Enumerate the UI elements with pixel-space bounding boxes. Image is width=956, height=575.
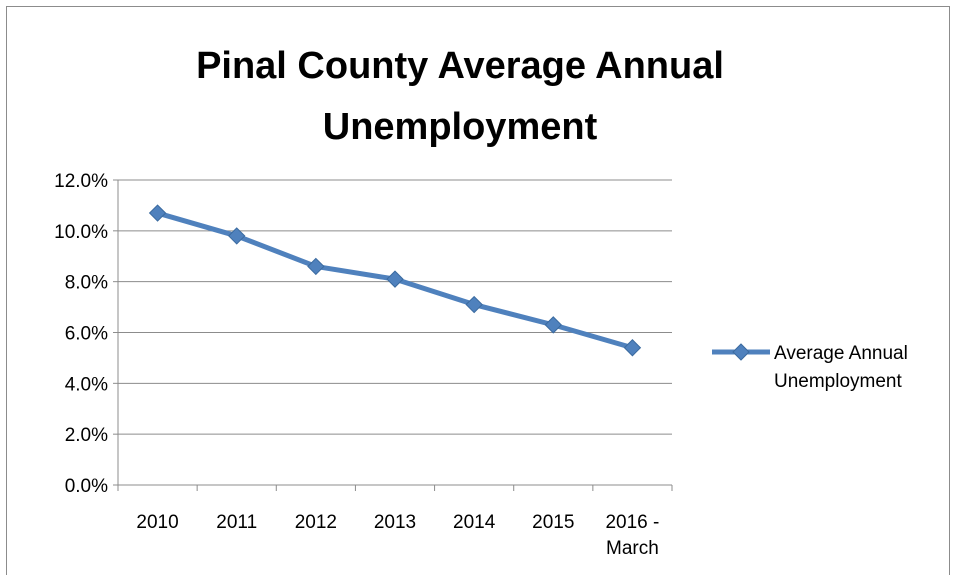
- y-tick-label: 12.0%: [54, 171, 108, 192]
- y-tick-label: 8.0%: [65, 273, 108, 294]
- data-point-marker: [465, 295, 483, 314]
- legend-label: Average Annual Unemployment: [774, 343, 908, 392]
- chart-title-line-2: Unemployment: [322, 106, 598, 148]
- x-tick-label: 2012: [295, 512, 337, 533]
- y-tick-label: 10.0%: [54, 222, 108, 243]
- data-point-marker: [148, 204, 167, 222]
- y-tick-label: 2.0%: [65, 425, 108, 446]
- x-tick-label: 2014: [453, 512, 496, 533]
- chart-frame: [6, 6, 950, 575]
- x-tick-label: 2010: [136, 512, 178, 533]
- data-point-marker: [307, 257, 325, 276]
- x-tick-label: 2013: [374, 512, 416, 533]
- x-tick-label: 2016 -March: [605, 512, 659, 559]
- chart-title-line-1: Pinal County Average Annual: [196, 45, 724, 87]
- legend-marker: [732, 343, 750, 361]
- data-point-marker: [386, 270, 404, 288]
- y-tick-label: 6.0%: [65, 324, 108, 345]
- data-point-marker: [623, 339, 642, 357]
- data-point-marker: [544, 316, 562, 334]
- x-tick-label: 2015: [532, 512, 574, 533]
- y-tick-label: 0.0%: [65, 476, 108, 497]
- y-tick-label: 4.0%: [65, 374, 108, 395]
- x-tick-label: 2011: [216, 512, 257, 533]
- chart-title: Pinal County Average Annual Unemployment: [140, 36, 780, 158]
- data-point-marker: [228, 227, 246, 245]
